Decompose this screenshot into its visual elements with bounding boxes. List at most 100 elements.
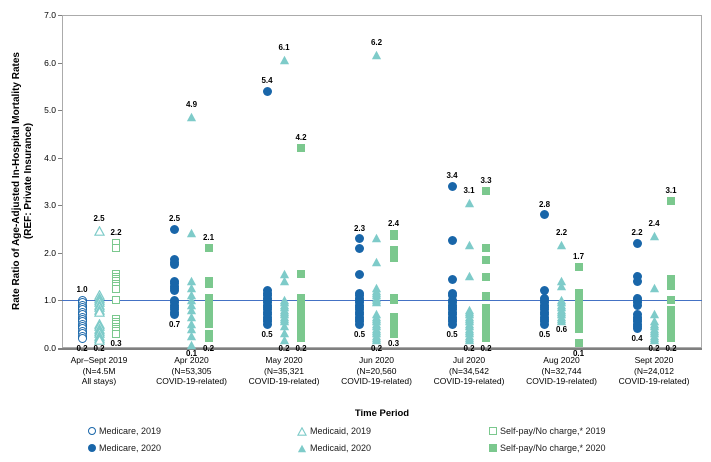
min-value-label: 0.4 bbox=[631, 334, 643, 344]
max-value-label: 3.4 bbox=[446, 171, 458, 181]
min-value-label: 0.2 bbox=[463, 343, 475, 353]
legend-item-medicare-2019: Medicare, 2019 bbox=[88, 424, 161, 438]
medicaid-2020-marker bbox=[186, 297, 197, 309]
legend-item-medicare-2020: Medicare, 2020 bbox=[88, 441, 161, 455]
max-value-label: 2.4 bbox=[387, 218, 400, 228]
plot-border bbox=[62, 15, 702, 348]
medicare-2020-marker bbox=[170, 224, 179, 234]
filled-square-icon bbox=[489, 444, 497, 452]
max-value-label: 1.0 bbox=[76, 285, 88, 295]
medicaid-2020-marker bbox=[186, 302, 197, 314]
medicaid-2020-marker bbox=[464, 195, 475, 207]
x-axis-group-label: Sept 2020 (N=24,012 COVID-19-related) bbox=[599, 355, 709, 387]
max-value-label: 4.9 bbox=[185, 99, 198, 109]
selfpay-2020-marker bbox=[482, 255, 490, 264]
y-axis-title: Rate Ratio of Age-Adjusted In-Hospital M… bbox=[11, 1, 35, 361]
filled-triangle-icon bbox=[297, 444, 307, 453]
medicaid-2020-marker bbox=[279, 332, 290, 345]
y-tick-mark bbox=[58, 348, 62, 349]
legend-label: Self-pay/No charge,* 2019 bbox=[500, 426, 606, 436]
x-axis-group-label-line: COVID-19-related) bbox=[341, 376, 412, 386]
medicare-2020-marker bbox=[170, 286, 179, 296]
selfpay-2020-marker bbox=[667, 196, 675, 205]
medicaid-2020-marker bbox=[186, 321, 197, 333]
y-tick-mark bbox=[58, 15, 62, 16]
max-value-label: 2.2 bbox=[555, 228, 568, 238]
medicaid-2020-marker bbox=[556, 278, 567, 290]
selfpay-2020-marker bbox=[389, 232, 398, 241]
max-value-label: 2.3 bbox=[353, 223, 366, 233]
medicare-2020-marker bbox=[170, 310, 179, 320]
medicaid-2020-marker bbox=[186, 287, 197, 300]
selfpay-2020-marker bbox=[297, 334, 305, 343]
min-value-label: 0.5 bbox=[353, 329, 366, 339]
medicare-2020-marker bbox=[632, 324, 642, 334]
legend-item-medicaid-2019: Medicaid, 2019 bbox=[296, 424, 371, 438]
medicare-2020-marker bbox=[632, 272, 642, 282]
medicaid-2020-marker bbox=[279, 266, 290, 279]
min-value-label: 0.1 bbox=[185, 348, 198, 358]
y-tick-label: 6.0 bbox=[44, 57, 56, 68]
y-tick-label: 5.0 bbox=[44, 105, 56, 116]
x-axis-group-label-line: COVID-19-related) bbox=[248, 376, 320, 386]
legend-label: Self-pay/No charge,* 2020 bbox=[500, 443, 606, 453]
max-value-label: 6.2 bbox=[370, 38, 383, 48]
medicaid-2020-marker bbox=[556, 313, 567, 326]
min-value-label: 0.2 bbox=[648, 343, 660, 353]
x-axis-group-label-line: (N=32,744 bbox=[541, 365, 582, 376]
medicaid-2020-marker bbox=[279, 273, 290, 286]
min-value-label: 0.3 bbox=[110, 339, 122, 349]
max-value-label: 2.5 bbox=[168, 214, 181, 224]
selfpay-2020-marker bbox=[482, 272, 490, 281]
min-value-label: 0.2 bbox=[295, 343, 307, 353]
selfpay-2020-marker bbox=[297, 315, 305, 324]
open-circle-icon bbox=[88, 427, 96, 435]
medicaid-2020-marker bbox=[279, 325, 290, 338]
x-axis-line bbox=[58, 348, 702, 350]
medicare-2020-marker bbox=[447, 291, 457, 301]
selfpay-2020-marker bbox=[297, 144, 305, 153]
medicare-2020-marker bbox=[447, 319, 457, 329]
selfpay-2020-marker bbox=[574, 324, 583, 333]
medicaid-2020-marker bbox=[186, 309, 197, 321]
min-value-label: 0.2 bbox=[278, 343, 290, 353]
reference-line bbox=[62, 299, 702, 302]
medicaid-2020-marker bbox=[186, 280, 197, 293]
medicaid-2020-marker bbox=[186, 225, 197, 238]
medicaid-2020-marker bbox=[279, 318, 290, 331]
max-value-label: 1.7 bbox=[572, 252, 585, 262]
min-value-label: 0.2 bbox=[480, 343, 492, 353]
y-axis-title-line1: Rate Ratio of Age-Adjusted In-Hospital M… bbox=[11, 52, 22, 310]
y-axis-title-line2: (REF: Private Insurance) bbox=[23, 122, 34, 240]
x-axis-group-label: Aug 2020 (N=32,744 COVID-19-related) bbox=[507, 355, 617, 387]
medicaid-2020-marker bbox=[186, 273, 197, 286]
max-value-label: 3.1 bbox=[665, 185, 677, 195]
medicaid-2020-marker bbox=[464, 268, 475, 281]
min-value-label: 0.5 bbox=[538, 329, 551, 339]
medicare-2020-marker bbox=[540, 286, 549, 296]
max-value-label: 6.1 bbox=[278, 42, 290, 52]
min-value-label: 0.6 bbox=[555, 324, 568, 334]
max-value-label: 2.4 bbox=[648, 218, 660, 228]
medicaid-2020-marker bbox=[649, 228, 660, 241]
min-value-label: 0.2 bbox=[665, 343, 677, 353]
selfpay-2020-marker bbox=[482, 291, 490, 300]
medicaid-2020-marker bbox=[464, 332, 475, 345]
open-square-icon bbox=[489, 427, 497, 435]
selfpay-2020-marker bbox=[204, 279, 213, 288]
medicare-2020-marker bbox=[262, 319, 272, 329]
x-axis-group-label-line: All stays) bbox=[81, 376, 117, 386]
x-axis-group-label: May 2020 (N=35,321 COVID-19-related) bbox=[229, 355, 339, 387]
medicaid-2019-marker bbox=[93, 223, 105, 236]
max-value-label: 2.2 bbox=[631, 228, 643, 238]
x-axis-group-label-line: COVID-19-related) bbox=[618, 376, 690, 386]
y-tick-label: 1.0 bbox=[44, 295, 56, 306]
min-value-label: 0.7 bbox=[168, 320, 181, 330]
medicare-2020-marker bbox=[540, 319, 549, 329]
selfpay-2020-marker bbox=[389, 329, 398, 338]
medicare-2020-marker bbox=[632, 238, 642, 248]
selfpay-2020-marker bbox=[389, 253, 398, 262]
medicaid-2020-marker bbox=[371, 294, 382, 307]
medicaid-2020-marker bbox=[649, 280, 660, 293]
